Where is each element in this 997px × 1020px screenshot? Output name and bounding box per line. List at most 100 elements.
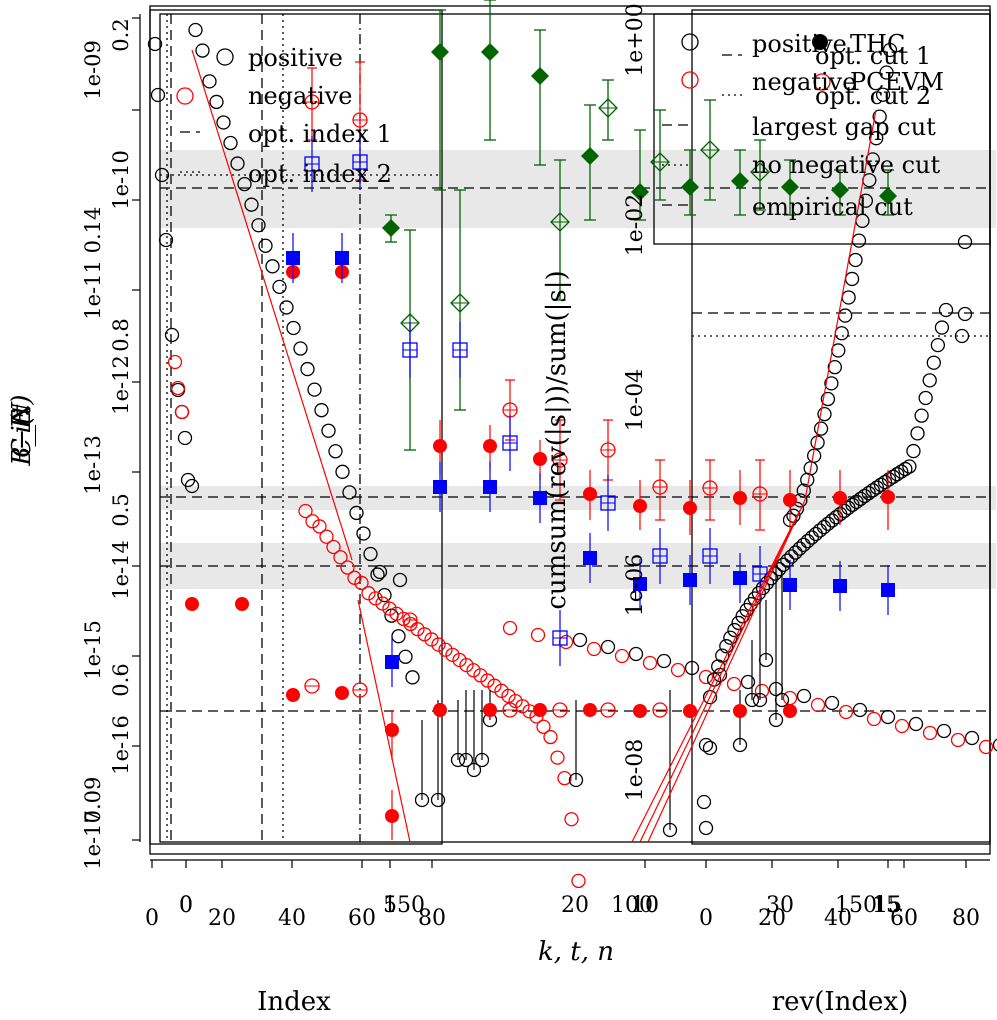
- right-point: [957, 234, 973, 250]
- right-point: [954, 328, 970, 344]
- ylabel-cumsum: cumsum(rev(|s|))/sum(|s|): [542, 270, 572, 609]
- red-filled-point: [335, 686, 349, 700]
- positive-point: [335, 464, 350, 479]
- xtick-extra-15: 15: [872, 893, 900, 918]
- highlight-bands: [160, 150, 996, 589]
- legend-method-thc: THC: [850, 30, 905, 58]
- legend-sign-positive-marker: [216, 48, 234, 66]
- right-point: [792, 541, 807, 556]
- negative-point: [502, 620, 518, 636]
- error-point: [466, 762, 482, 778]
- positive-point: [342, 485, 357, 500]
- positive-point: [372, 564, 388, 580]
- error-point: [744, 692, 760, 708]
- blue-filled-square: [533, 491, 547, 505]
- error-point: [768, 712, 784, 728]
- positive-point: [279, 300, 294, 315]
- positive-point: [964, 730, 980, 746]
- positive-point: [370, 567, 385, 582]
- positive-point: [314, 403, 329, 418]
- error-point: [752, 692, 768, 708]
- error-point: [774, 692, 790, 708]
- error-point: [450, 752, 466, 768]
- blue-filled-square: [335, 251, 349, 265]
- ytick-left-1e-14: 1e-14: [109, 540, 133, 600]
- legend-cut-opt-cut-1: opt. cut 1: [815, 42, 931, 70]
- ytick-left-1e-12: 1e-12: [109, 355, 133, 415]
- right-point: [906, 443, 921, 459]
- positive-point: [209, 94, 224, 110]
- right-point: [922, 373, 937, 388]
- positive-point: [824, 695, 840, 711]
- ytick-left-0.2: 0.2: [109, 18, 133, 51]
- right-point: [902, 459, 917, 474]
- xtick-center-0: 0: [179, 893, 193, 918]
- vertical-cut-lines: [166, 14, 361, 842]
- right-point: [894, 464, 909, 479]
- negative-point: [550, 750, 565, 765]
- legend-method-pcevm-marker: [813, 73, 831, 91]
- red-filled-point: [483, 703, 497, 717]
- right-point: [706, 672, 722, 687]
- xtick-right-40: 40: [824, 906, 852, 931]
- left-y-tick-labels: 1e-17 1e-16 1e-15 1e-14 1e-13 1e-12 1e-1…: [81, 18, 133, 870]
- red-filled-point: [783, 704, 797, 718]
- right-point: [957, 306, 973, 322]
- xlabel-rev-index: rev(Index): [772, 987, 909, 1017]
- error-point: [414, 792, 430, 808]
- blue-filled-square: [881, 583, 895, 597]
- positive-point: [184, 478, 200, 494]
- legend-sign-opt-index-1: opt. index 1: [248, 120, 392, 148]
- series-red-blue: [185, 61, 895, 840]
- right-point: [881, 472, 897, 487]
- band-middle: [160, 486, 996, 510]
- legend-box-cut: [653, 13, 991, 245]
- xtick-left-40: 40: [278, 906, 306, 931]
- xtick-center-20: 20: [561, 893, 589, 918]
- right-point: [914, 408, 929, 423]
- legend-method-pcevm: PCEVM: [850, 68, 944, 96]
- negative-point: [333, 550, 348, 565]
- legend-sign-positive: positive: [248, 44, 343, 72]
- xlabel-index: Index: [257, 987, 331, 1017]
- error-point: [732, 737, 748, 753]
- red-filled-point: [533, 703, 547, 717]
- positive-point: [223, 135, 238, 151]
- right-point: [910, 426, 925, 441]
- xtick-extra-100: 100: [611, 893, 653, 918]
- negative-point: [866, 711, 882, 727]
- negative-point: [571, 873, 586, 889]
- xtick-extra-150a: 150: [383, 893, 425, 918]
- right-point: [934, 320, 950, 335]
- positive-point: [300, 361, 315, 377]
- positive-point: [405, 670, 420, 685]
- xtick-extra-0: 0: [179, 893, 193, 918]
- negative-point: [922, 725, 938, 741]
- positive-point: [202, 74, 217, 89]
- ytick-left-1e-16: 1e-16: [109, 715, 133, 775]
- legend-cut-negative: negative: [752, 68, 856, 96]
- positive-point: [349, 505, 364, 521]
- ytick-left-0.6: 0.6: [109, 663, 133, 696]
- xtick-extra-30: 30: [766, 893, 794, 918]
- positive-point: [147, 36, 163, 52]
- positive-point: [293, 341, 308, 356]
- legend-cut-positive-marker: [681, 33, 699, 51]
- blue-filled-square: [286, 251, 300, 265]
- negative-point: [174, 404, 190, 420]
- red-filled-point: [433, 703, 447, 717]
- legend-method: THC PCEVM: [812, 30, 944, 96]
- fit-line-right-3: [647, 499, 806, 843]
- positive-point: [392, 572, 408, 588]
- negative-point: [978, 739, 994, 755]
- positive-point: [936, 723, 952, 739]
- positive-point: [321, 423, 336, 438]
- right-point: [918, 390, 933, 406]
- positive-point: [164, 327, 180, 343]
- right-point: [877, 474, 893, 490]
- error-point: [474, 752, 490, 768]
- positive-point: [258, 238, 273, 253]
- negative-point: [838, 704, 854, 720]
- right-point: [827, 360, 842, 375]
- right-point: [813, 421, 829, 436]
